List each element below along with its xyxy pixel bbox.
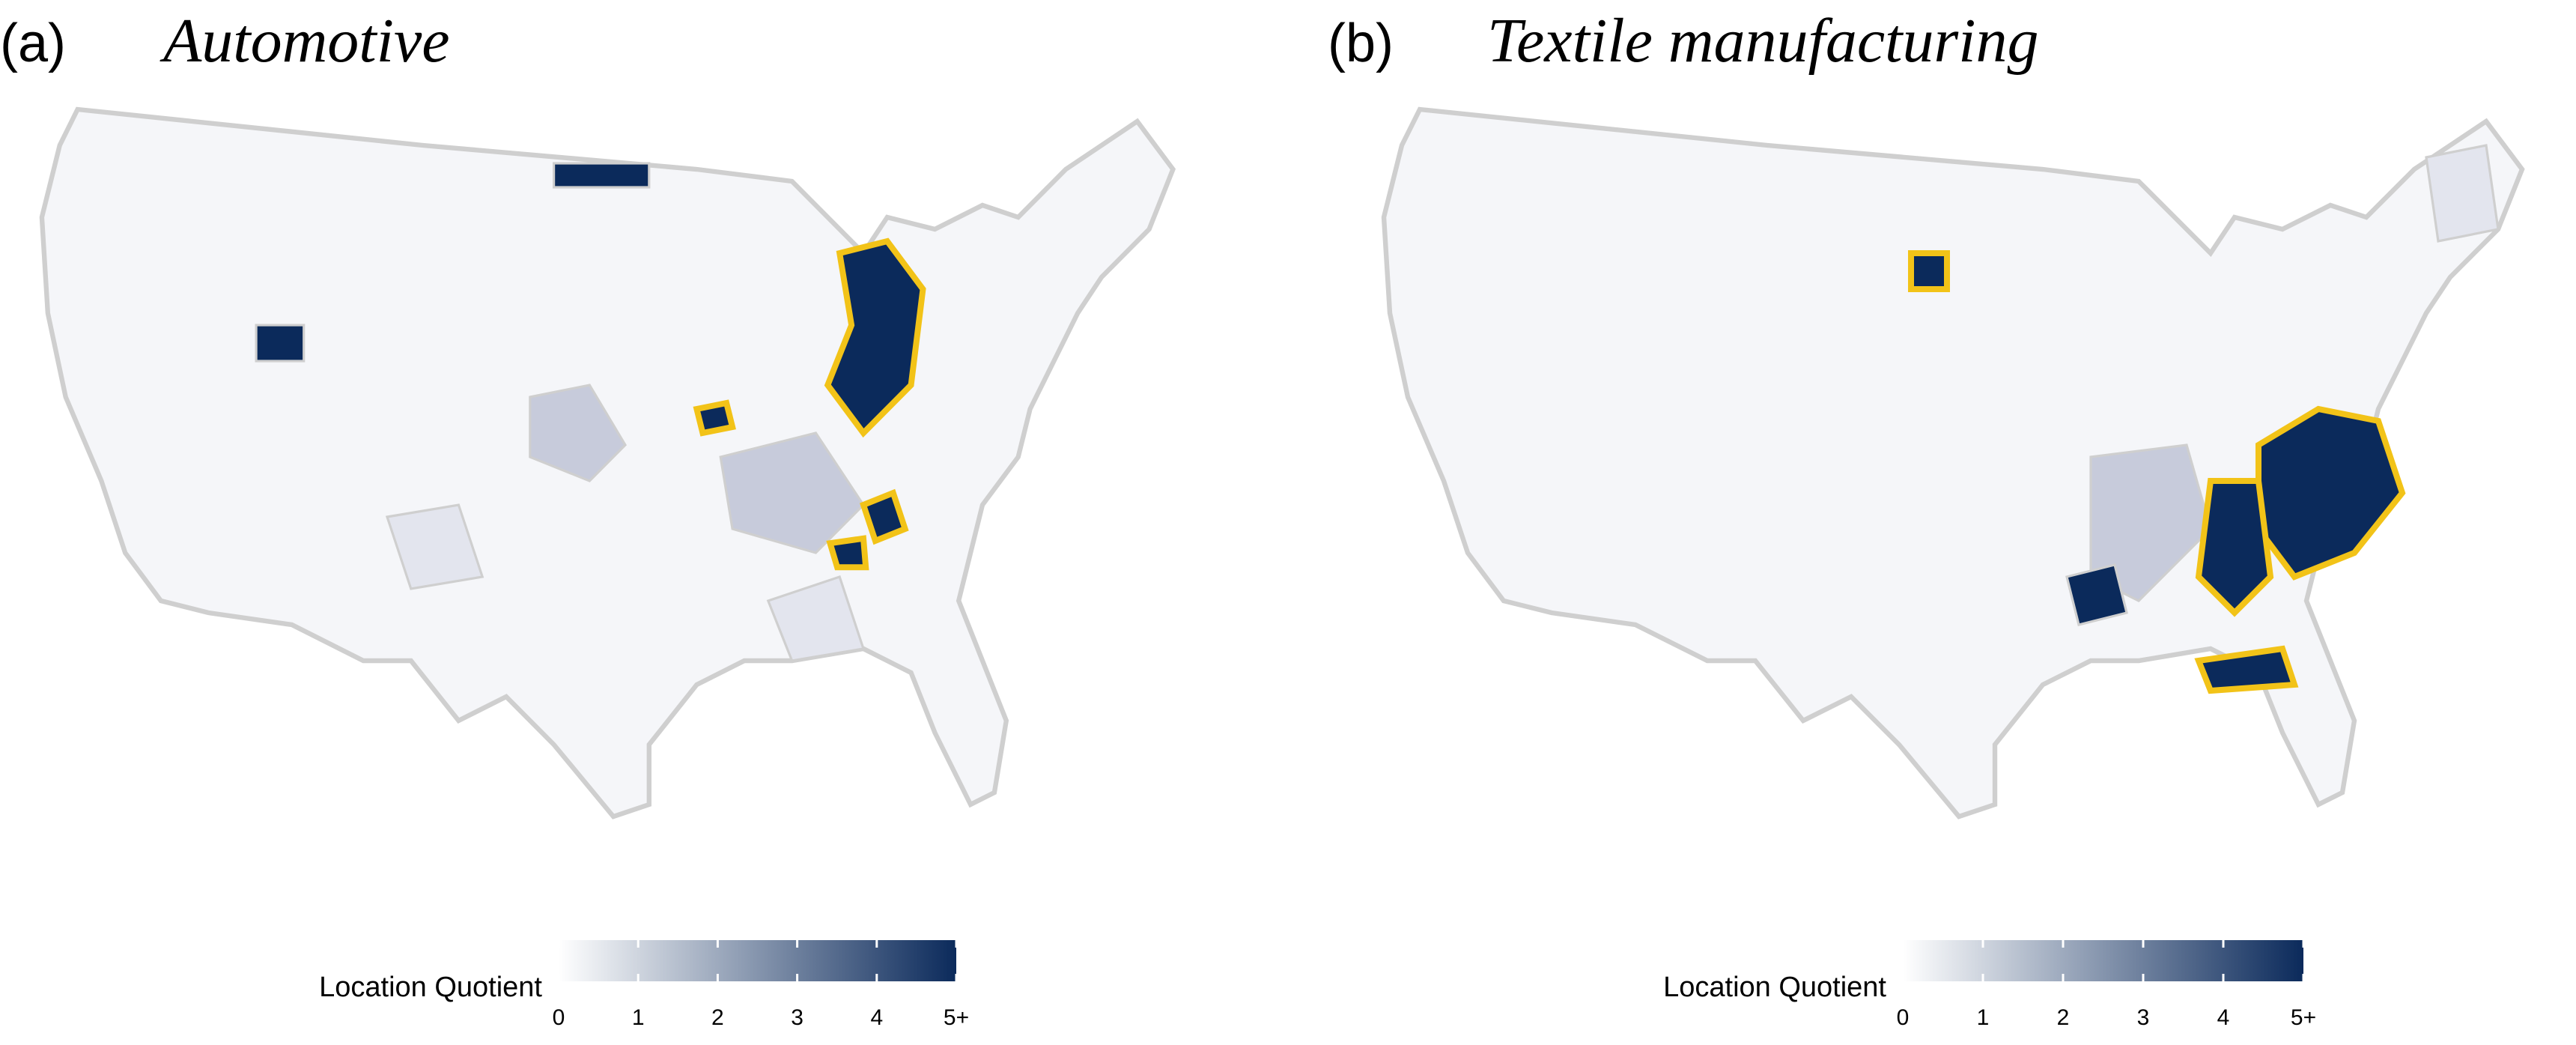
panels: (a) Automotive Location Quotient 0 1 2 3 4 5+ (b)… [0,6,2316,1030]
tick-label: 3 [791,1005,804,1030]
panel-title: Automotive [160,6,450,76]
panel-label: (a) [0,13,66,73]
region [2425,144,2500,243]
highlight-cluster [1908,250,1951,293]
highlight-cluster [2194,645,2299,694]
region [255,324,306,363]
highlight-cluster [826,535,869,571]
tick-label: 0 [553,1005,565,1030]
region [553,162,651,189]
highlight-cluster [693,399,736,437]
tick-label: 2 [2057,1005,2070,1030]
region [529,384,628,482]
highlight-cluster [860,488,909,545]
tick-label: 5+ [2291,1005,2316,1030]
region [766,575,866,662]
legend-title: Location Quotient [319,972,542,1003]
tick-label: 1 [1977,1005,1990,1030]
tick-label: 4 [2217,1005,2230,1030]
map-automotive [42,109,1173,817]
tick-label: 1 [632,1005,645,1030]
region [719,431,866,554]
region [385,503,484,590]
tick-label: 5+ [944,1005,969,1030]
legend-title: Location Quotient [1663,972,1886,1003]
colorbar [559,940,956,981]
highlight-cluster [824,237,926,438]
highlight-cluster [2195,478,2274,617]
tick-label: 0 [1897,1005,1910,1030]
region [2065,563,2128,626]
region [2089,443,2212,602]
panel-label: (b) [1328,13,1394,73]
tick-label: 4 [870,1005,883,1030]
highlight-cluster [2255,405,2406,581]
tick-label: 3 [2137,1005,2150,1030]
colorbar [1903,940,2303,981]
tick-label: 2 [711,1005,724,1030]
map-textile [1384,109,2522,817]
panel-title: Textile manufacturing [1487,6,2039,76]
